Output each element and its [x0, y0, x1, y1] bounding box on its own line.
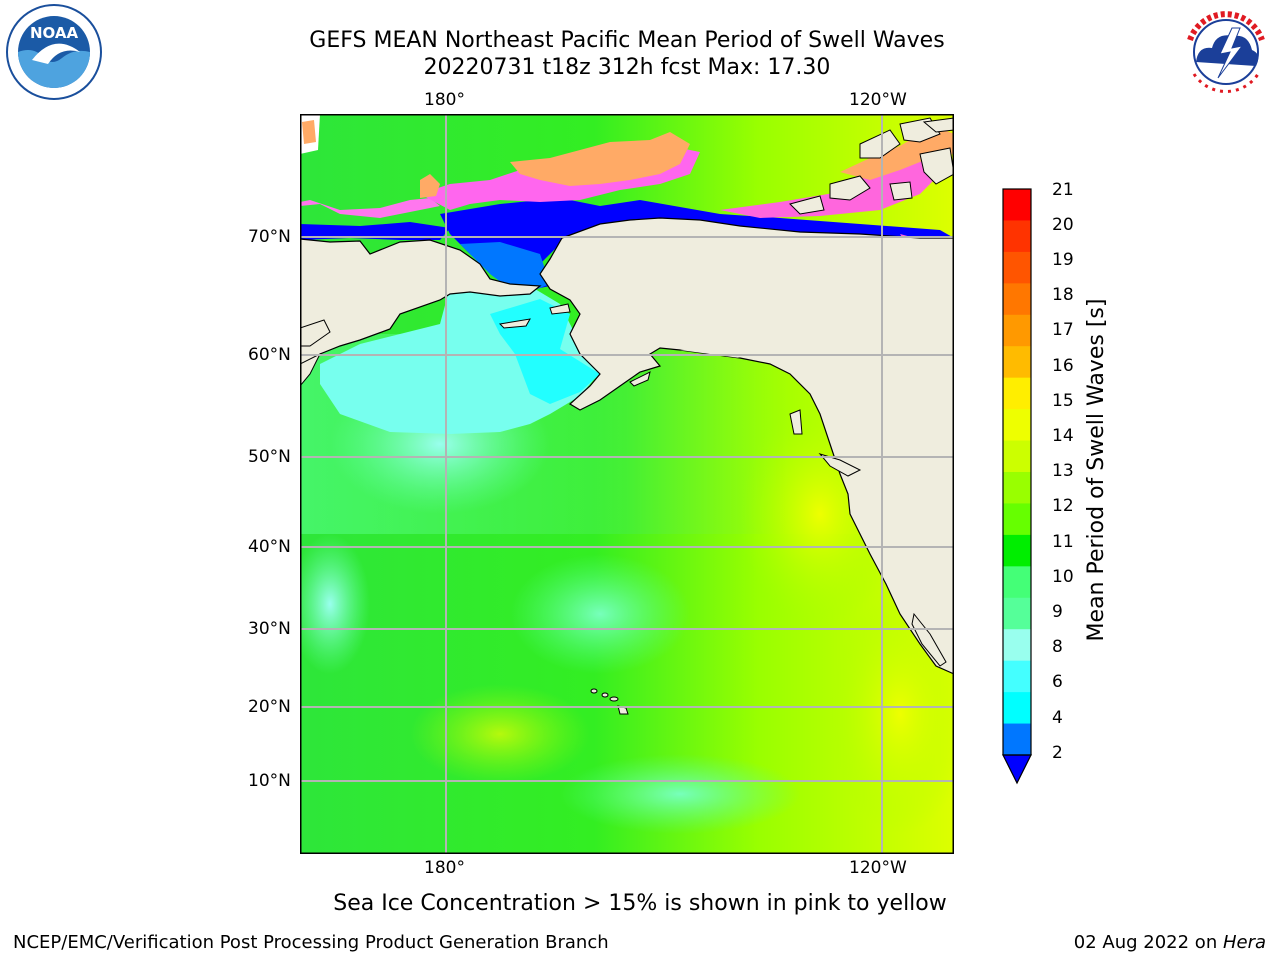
colorbar-tick-21: 21 — [1052, 180, 1074, 200]
lon-label-bottom-120w: 120°W — [849, 858, 907, 878]
lon-label-top-120w: 120°W — [849, 90, 907, 110]
colorbar-swatch — [1003, 220, 1031, 253]
colorbar-tick-12: 12 — [1052, 496, 1074, 516]
colorbar-tick-8: 8 — [1052, 637, 1063, 657]
colorbar-swatch — [1003, 251, 1031, 284]
arctic-low-period-field — [440, 198, 954, 290]
footer-date-text: 02 Aug 2022 on — [1073, 932, 1223, 953]
lat-label-30n: 30°N — [248, 619, 291, 639]
colorbar-swatch — [1003, 692, 1031, 725]
sea-ice-note: Sea Ice Concentration > 15% is shown in … — [333, 891, 947, 916]
siberia-land — [299, 238, 542, 365]
colorbar-tick-20: 20 — [1052, 215, 1074, 235]
baja-california — [911, 612, 947, 667]
colorbar-tick-11: 11 — [1052, 532, 1074, 552]
colorbar-tick-19: 19 — [1052, 250, 1074, 270]
lat-label-20n: 20°N — [248, 697, 291, 717]
colorbar-tick-9: 9 — [1052, 602, 1063, 622]
map-canvas — [290, 114, 970, 854]
colorbar-swatch — [1003, 283, 1031, 316]
cool-swell-patch — [290, 534, 370, 674]
map-subtitle: 20220731 t18z 312h fcst Max: 17.30 — [423, 55, 831, 80]
lat-label-40n: 40°N — [248, 537, 291, 557]
colorbar-frame — [1002, 188, 1032, 756]
colorbar-swatch — [1003, 723, 1031, 756]
st-lawrence-island — [498, 318, 531, 329]
colorbar-tick-17: 17 — [1052, 320, 1074, 340]
colorbar-swatch — [1003, 660, 1031, 693]
colorbar-tick-16: 16 — [1052, 356, 1074, 376]
lat-label-50n: 50°N — [248, 447, 291, 467]
lat-label-10n: 10°N — [248, 771, 291, 791]
lat-label-70n: 70°N — [248, 227, 291, 247]
colorbar-swatch — [1003, 629, 1031, 662]
colorbar-swatch — [1003, 472, 1031, 504]
colorbar-tick-18: 18 — [1052, 285, 1074, 305]
colorbar-swatch — [1003, 440, 1031, 473]
colorbar-tick-13: 13 — [1052, 461, 1074, 481]
colorbar-swatch — [1003, 189, 1031, 221]
colorbar-extend-triangle — [1002, 754, 1032, 785]
sea-ice-field — [300, 198, 440, 218]
colorbar — [1000, 186, 1036, 786]
colorbar-swatch — [1003, 409, 1031, 442]
colorbar-swatch — [1003, 377, 1031, 410]
lat-label-60n: 60°N — [248, 345, 291, 365]
map-frame — [300, 114, 954, 854]
colorbar-swatch — [1003, 566, 1031, 599]
footer-credit: NCEP/EMC/Verification Post Processing Pr… — [13, 932, 609, 953]
colorbar-tick-10: 10 — [1052, 567, 1074, 587]
lon-label-top-180: 180° — [424, 90, 465, 110]
colorbar-swatch — [1003, 346, 1031, 379]
colorbar-tick-6: 6 — [1052, 672, 1063, 692]
noaa-logo: NOAA — [4, 2, 104, 102]
colorbar-swatch — [1003, 314, 1031, 347]
graticule — [300, 114, 954, 854]
colorbar-tick-4: 4 — [1052, 708, 1063, 728]
colorbar-tick-2: 2 — [1052, 743, 1063, 763]
colorbar-tick-14: 14 — [1052, 426, 1074, 446]
colorbar-label: Mean Period of Swell Waves [s] — [1084, 298, 1109, 642]
lon-label-bottom-180: 180° — [424, 858, 465, 878]
noaa-logo-text: NOAA — [30, 24, 79, 42]
map-title: GEFS MEAN Northeast Pacific Mean Period … — [309, 28, 945, 53]
colorbar-swatch — [1003, 597, 1031, 630]
colorbar-svg — [1002, 188, 1032, 785]
footer-host: Hera — [1222, 932, 1266, 953]
map-panel — [290, 114, 970, 854]
nws-logo — [1176, 2, 1276, 102]
colorbar-swatch — [1003, 503, 1031, 536]
footer-date: 02 Aug 2022 on Hera — [1074, 932, 1266, 953]
colorbar-tick-15: 15 — [1052, 391, 1074, 411]
colorbar-swatch — [1003, 534, 1031, 567]
